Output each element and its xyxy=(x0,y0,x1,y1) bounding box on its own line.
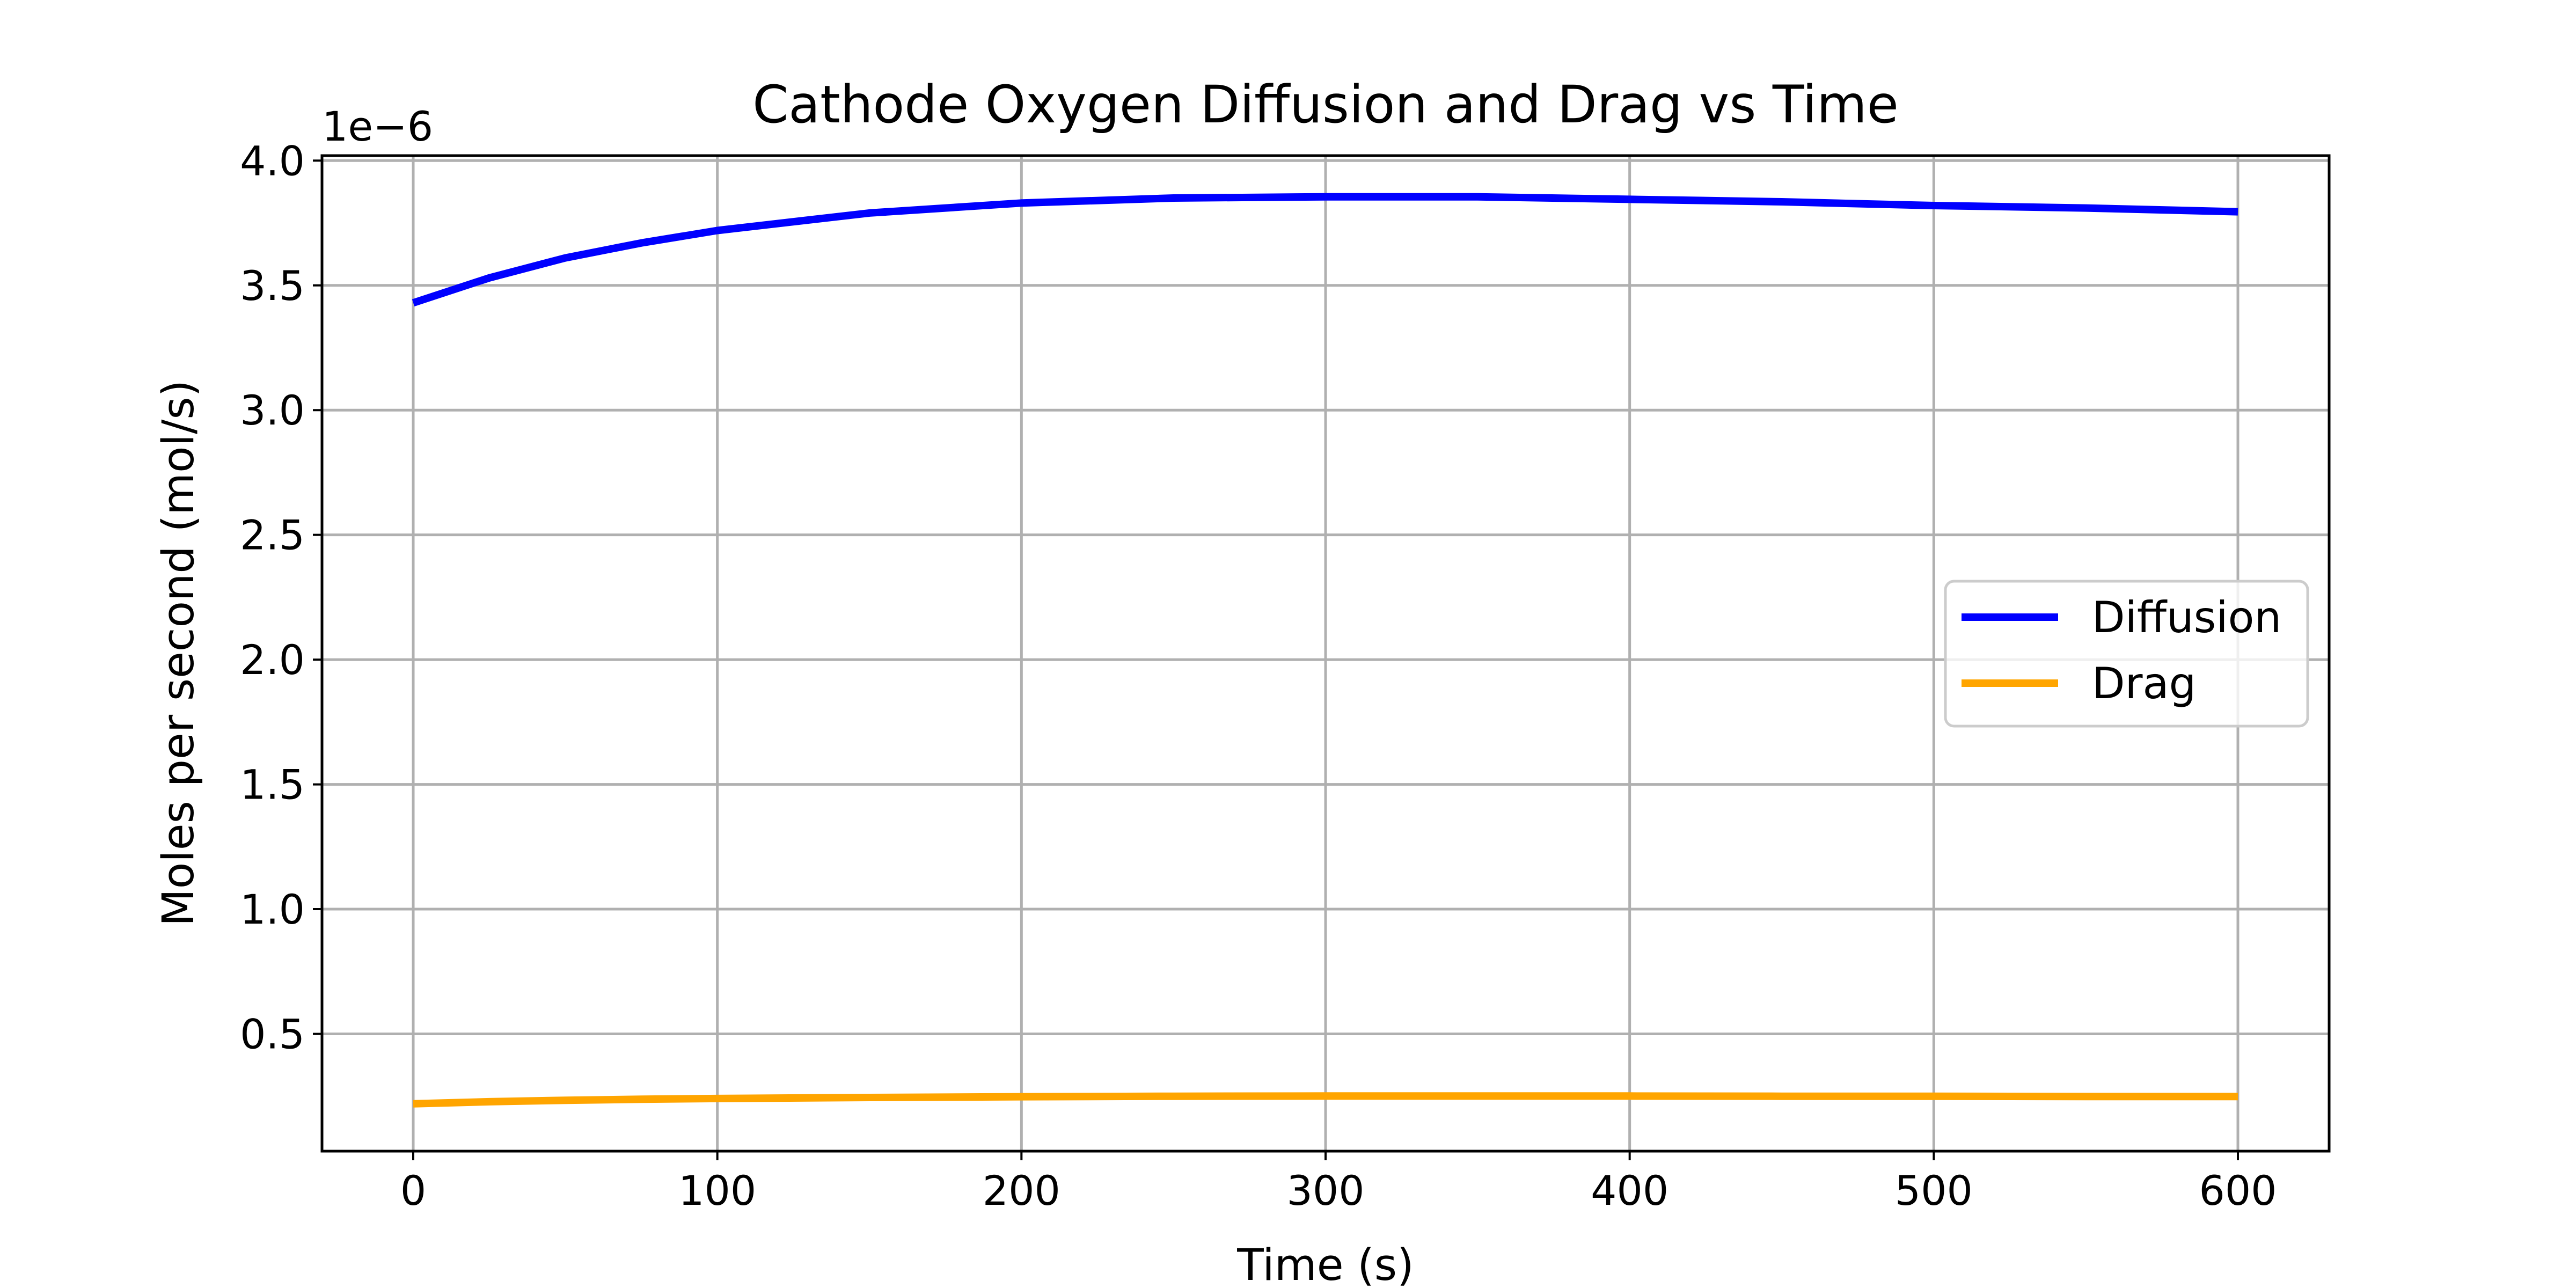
legend: Diffusion Drag xyxy=(1944,580,2309,728)
series-line-diffusion xyxy=(412,193,2238,306)
y-tick-label: 4.0 xyxy=(240,137,305,185)
series-lines xyxy=(412,193,2238,1108)
y-tick-label: 1.0 xyxy=(240,885,305,933)
y-tick-label: 1.5 xyxy=(240,761,305,809)
series-line-drag xyxy=(413,1092,2238,1108)
y-tick-label: 2.0 xyxy=(240,636,305,684)
x-tick-label: 200 xyxy=(983,1167,1060,1214)
y-axis-offset-label: 1e−6 xyxy=(322,103,433,150)
y-tick-label: 3.0 xyxy=(240,386,305,434)
legend-label-diffusion: Diffusion xyxy=(2092,592,2281,642)
y-axis-label: Moles per second (mol/s) xyxy=(153,380,204,926)
y-tick-label: 2.5 xyxy=(240,511,305,559)
legend-label-drag: Drag xyxy=(2092,658,2196,708)
x-tick-label: 100 xyxy=(678,1167,756,1214)
x-axis: 0 100 200 300 400 500 600 xyxy=(400,1151,2277,1214)
x-tick-label: 600 xyxy=(2199,1167,2277,1214)
x-tick-label: 500 xyxy=(1895,1167,1973,1214)
x-axis-label: Time (s) xyxy=(1236,1240,1414,1288)
y-tick-label: 0.5 xyxy=(240,1010,305,1058)
chart-title: Cathode Oxygen Diffusion and Drag vs Tim… xyxy=(752,75,1899,135)
x-tick-label: 0 xyxy=(400,1167,426,1214)
x-tick-label: 300 xyxy=(1286,1167,1364,1214)
y-tick-label: 3.5 xyxy=(240,262,305,310)
y-axis: 0.5 1.0 1.5 2.0 2.5 3.0 3.5 4.0 xyxy=(240,137,322,1058)
x-tick-label: 400 xyxy=(1591,1167,1668,1214)
